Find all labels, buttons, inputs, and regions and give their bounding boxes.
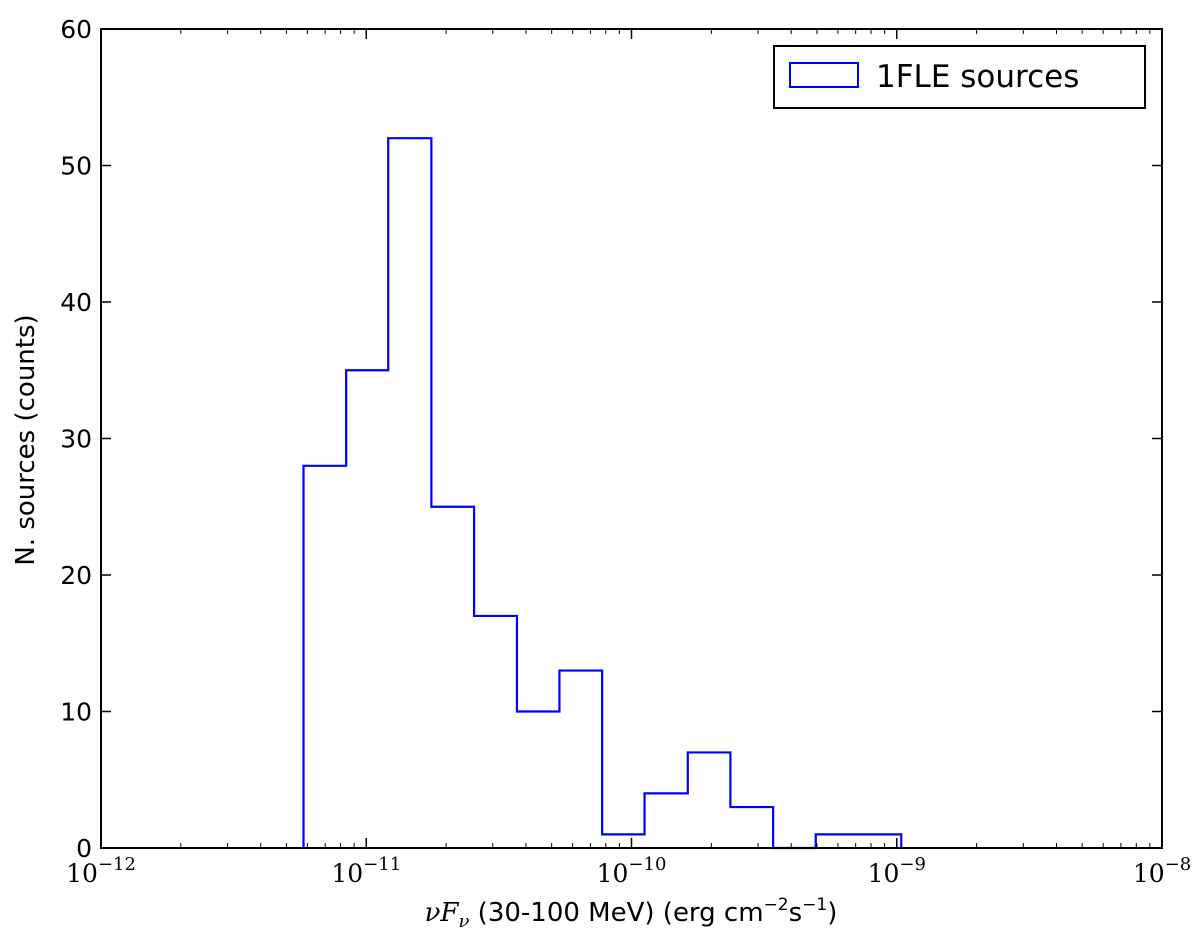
- x-label-exp2: −1: [802, 895, 827, 915]
- axes-frame: [100, 28, 1163, 849]
- y-tick-label: 60: [60, 15, 92, 44]
- y-tick-label: 0: [76, 834, 92, 863]
- axes: 0 10 20 30 40 50 60 10−12 10−11 10−10 10−9 10−8: [60, 15, 1191, 888]
- x-label-text: (30-100 MeV) (erg cm: [469, 898, 763, 928]
- y-tick-label: 50: [60, 152, 92, 181]
- histogram-bin: [517, 712, 559, 849]
- x-label-exp1: −2: [764, 895, 789, 915]
- y-axis-label: N. sources (counts): [11, 314, 41, 565]
- histogram-bin: [388, 138, 431, 848]
- histogram-bin: [816, 834, 859, 848]
- x-label-prefix: νF: [425, 898, 460, 928]
- histogram-bin: [559, 671, 602, 848]
- x-label-subscript: ν: [458, 911, 469, 932]
- x-tick-label: 10−12: [66, 854, 136, 888]
- histogram-bin: [688, 752, 731, 848]
- y-tick-label: 10: [60, 698, 92, 727]
- x-tick-label: 10−10: [597, 854, 667, 888]
- x-label-suffix: ): [827, 898, 837, 928]
- x-label-mid: s: [789, 898, 803, 928]
- legend-swatch: [789, 62, 859, 88]
- histogram-bin: [602, 834, 644, 848]
- legend-frame: [773, 45, 1146, 109]
- y-tick-label: 30: [60, 425, 92, 454]
- histogram-bin: [858, 834, 901, 848]
- x-axis-label: νFν (30-100 MeV) (erg cm−2s−1): [425, 895, 838, 932]
- histogram-bin: [730, 807, 773, 848]
- histogram-bin: [303, 466, 346, 848]
- x-tick-label: 10−9: [868, 854, 926, 888]
- histogram-bin: [346, 370, 388, 848]
- plot-area: [302, 137, 903, 850]
- histogram-bin: [474, 616, 517, 848]
- x-tick-label: 10−8: [1133, 854, 1191, 888]
- histogram-bin: [645, 793, 688, 848]
- y-tick-label: 40: [60, 288, 92, 317]
- y-tick-label: 20: [60, 561, 92, 590]
- histogram-series-0: [302, 137, 903, 850]
- x-tick-label: 10−11: [331, 854, 401, 888]
- legend-label: 1FLE sources: [876, 59, 1079, 95]
- histogram-bin: [431, 507, 474, 848]
- legend: 1FLE sources: [773, 45, 1146, 109]
